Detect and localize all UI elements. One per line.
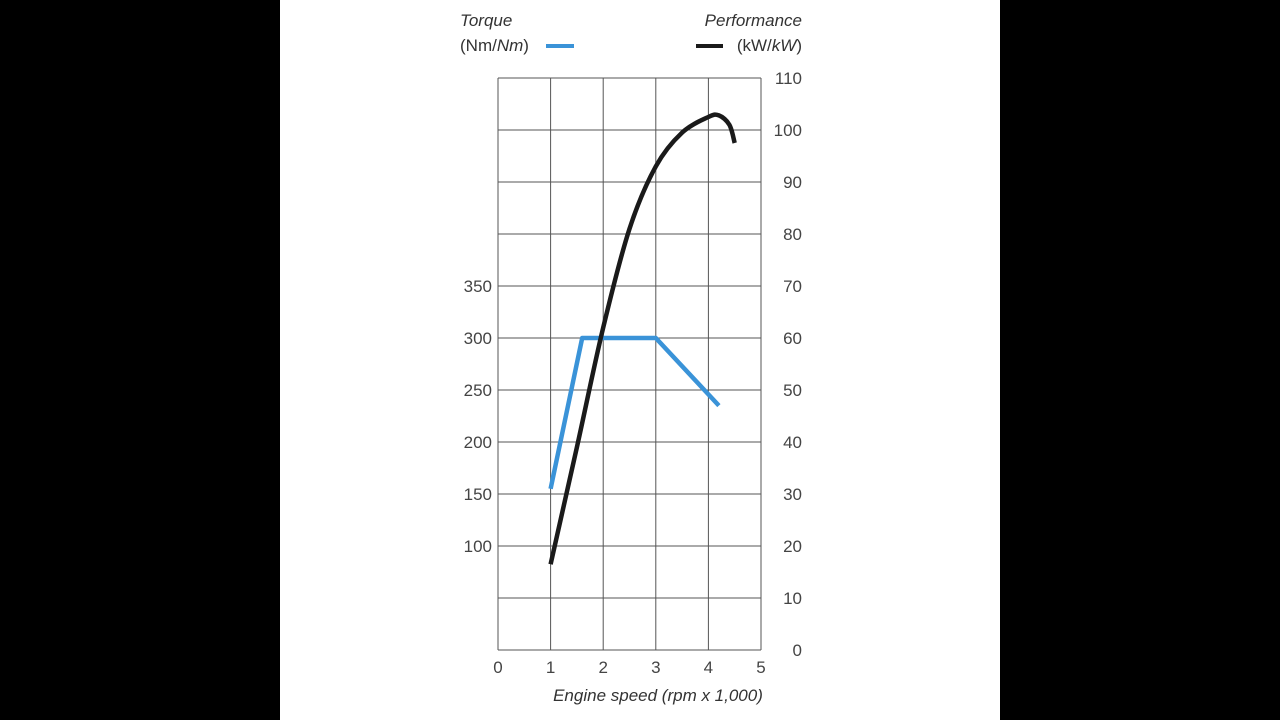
x-tick-label: 1 (546, 658, 555, 677)
right-tick-label: 70 (783, 277, 802, 296)
right-tick-label: 60 (783, 329, 802, 348)
performance-legend-unit: (kW/kW) (737, 36, 802, 55)
x-tick-label: 4 (704, 658, 713, 677)
torque-legend-unit: (Nm/Nm) (460, 36, 529, 55)
performance-legend-title: Performance (705, 11, 802, 30)
left-tick-label: 100 (464, 537, 492, 556)
left-tick-label: 200 (464, 433, 492, 452)
left-tick-labels: 100 150 200 250 300 350 (464, 277, 492, 556)
right-tick-label: 30 (783, 485, 802, 504)
right-tick-label: 0 (793, 641, 802, 660)
right-tick-label: 10 (783, 589, 802, 608)
right-tick-label: 50 (783, 381, 802, 400)
torque-performance-chart: 0 1 2 3 4 5 100 150 200 250 300 350 0 10 20 30 40 50 60 7… (460, 11, 802, 705)
right-tick-label: 40 (783, 433, 802, 452)
left-tick-label: 350 (464, 277, 492, 296)
torque-legend-title: Torque (460, 11, 512, 30)
left-tick-label: 150 (464, 485, 492, 504)
grid (497, 77, 762, 651)
right-tick-label: 110 (775, 69, 802, 88)
x-axis-label: Engine speed (rpm x 1,000) (553, 686, 763, 705)
x-tick-label: 2 (598, 658, 607, 677)
right-tick-labels: 0 10 20 30 40 50 60 70 80 90 100 110 (774, 69, 802, 660)
torque-series-line (548, 335, 721, 490)
series-lines (548, 112, 737, 565)
right-tick-label: 90 (783, 173, 802, 192)
right-tick-label: 80 (783, 225, 802, 244)
chart-panel: 0 1 2 3 4 5 100 150 200 250 300 350 0 10 20 30 40 50 60 7… (280, 0, 1000, 720)
x-tick-labels: 0 1 2 3 4 5 (493, 658, 765, 677)
right-tick-label: 20 (783, 537, 802, 556)
right-tick-label: 100 (774, 121, 802, 140)
left-tick-label: 300 (464, 329, 492, 348)
x-tick-label: 0 (493, 658, 502, 677)
performance-series-line (548, 112, 737, 565)
x-tick-label: 3 (651, 658, 660, 677)
x-tick-label: 5 (756, 658, 765, 677)
left-tick-label: 250 (464, 381, 492, 400)
